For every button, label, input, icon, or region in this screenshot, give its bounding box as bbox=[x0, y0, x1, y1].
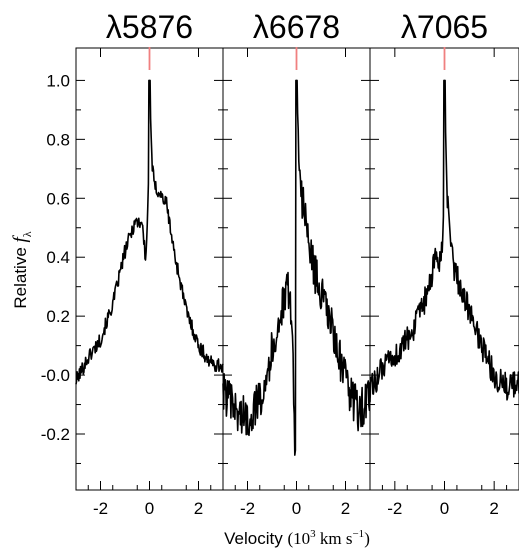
x-tick-label: 0 bbox=[440, 499, 449, 518]
y-tick-label: 0.8 bbox=[46, 130, 70, 149]
panel-title: λ6678 bbox=[253, 9, 340, 45]
x-tick-label: 2 bbox=[194, 499, 203, 518]
panel-3: λ7065 -2 0 2 bbox=[369, 9, 519, 518]
panels: λ5876 -2 0 2 λ6678 -2 0 2 λ7065 -2 0 2 bbox=[75, 9, 519, 518]
y-tick-label: -0.0 bbox=[41, 366, 70, 385]
x-tick-label: 2 bbox=[341, 499, 350, 518]
x-axis-label: Velocity (103 km s−1) bbox=[224, 528, 370, 548]
y-tick-label: 0.2 bbox=[46, 307, 70, 326]
spectrum-line bbox=[369, 79, 519, 403]
x-tick-label: 2 bbox=[489, 499, 498, 518]
y-tick-labels: 1.0 0.8 0.6 0.4 0.2 -0.0 -0.2 bbox=[41, 71, 70, 444]
spectrum-line bbox=[222, 79, 371, 456]
spectrum-line bbox=[75, 79, 224, 385]
x-tick-label: -2 bbox=[387, 499, 402, 518]
panel-title: λ7065 bbox=[401, 9, 488, 45]
y-tick-label: -0.2 bbox=[41, 425, 70, 444]
x-tick-label: 0 bbox=[145, 499, 154, 518]
y-tick-label: 0.4 bbox=[46, 248, 70, 267]
panel-1: λ5876 -2 0 2 bbox=[75, 9, 224, 518]
y-tick-label: 1.0 bbox=[46, 71, 70, 90]
y-axis-label: Relative fλ bbox=[10, 231, 34, 308]
panel-title: λ5876 bbox=[106, 9, 193, 45]
y-tick-label: 0.6 bbox=[46, 189, 70, 208]
panel-2: λ6678 -2 0 2 bbox=[222, 9, 371, 518]
x-tick-label: -2 bbox=[93, 499, 108, 518]
x-tick-label: -2 bbox=[240, 499, 255, 518]
x-tick-label: 0 bbox=[292, 499, 301, 518]
